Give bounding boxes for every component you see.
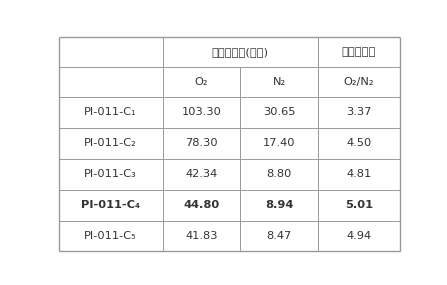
Text: 8.94: 8.94 bbox=[265, 200, 293, 210]
Text: 30.65: 30.65 bbox=[263, 107, 295, 117]
Text: N₂: N₂ bbox=[273, 77, 286, 87]
Text: 42.34: 42.34 bbox=[186, 169, 218, 179]
Text: PI-011-C₁: PI-011-C₁ bbox=[84, 107, 137, 117]
Text: PI-011-C₄: PI-011-C₄ bbox=[81, 200, 140, 210]
Text: 4.50: 4.50 bbox=[346, 138, 371, 148]
Text: 103.30: 103.30 bbox=[181, 107, 221, 117]
Text: 산소선택도: 산소선택도 bbox=[342, 47, 376, 57]
Text: 17.40: 17.40 bbox=[263, 138, 295, 148]
Text: PI-011-C₃: PI-011-C₃ bbox=[84, 169, 137, 179]
Text: O₂: O₂ bbox=[195, 77, 208, 87]
Text: 5.01: 5.01 bbox=[345, 200, 373, 210]
Text: 78.30: 78.30 bbox=[185, 138, 218, 148]
Text: O₂/N₂: O₂/N₂ bbox=[344, 77, 374, 87]
Text: 8.47: 8.47 bbox=[266, 231, 292, 241]
Text: 기체투과도(배런): 기체투과도(배런) bbox=[212, 47, 269, 57]
Text: 8.80: 8.80 bbox=[266, 169, 292, 179]
Text: PI-011-C₂: PI-011-C₂ bbox=[84, 138, 137, 148]
Text: 44.80: 44.80 bbox=[183, 200, 219, 210]
Text: 4.81: 4.81 bbox=[346, 169, 371, 179]
Text: 3.37: 3.37 bbox=[346, 107, 371, 117]
Text: 4.94: 4.94 bbox=[346, 231, 371, 241]
Text: PI-011-C₅: PI-011-C₅ bbox=[84, 231, 137, 241]
Text: 41.83: 41.83 bbox=[185, 231, 218, 241]
